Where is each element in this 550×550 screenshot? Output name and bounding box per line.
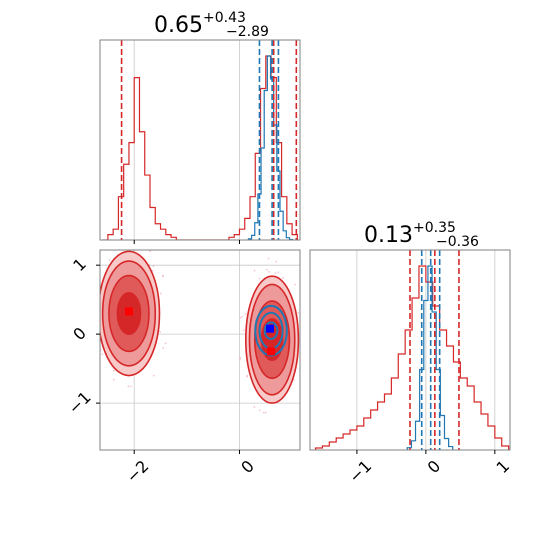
- scatter-point: [96, 288, 98, 290]
- scatter-point: [258, 409, 261, 412]
- scatter-point: [301, 302, 303, 304]
- scatter-point: [264, 411, 267, 414]
- y-tick-label: 1: [69, 254, 90, 275]
- scatter-point: [262, 411, 265, 414]
- scatter-point: [239, 317, 242, 319]
- scatter-point: [152, 374, 155, 377]
- marker-square: [124, 307, 133, 316]
- panel-bottom-left: −2 0 −1 0 1: [65, 242, 305, 487]
- x-tick-label: −2: [122, 456, 152, 486]
- scatter-point: [130, 385, 132, 388]
- y-tick-label: 0: [69, 323, 90, 344]
- panel-top-left: 0.65+0.43 −2.89: [99, 10, 301, 244]
- scatter-point: [112, 378, 115, 381]
- scatter-point: [93, 308, 95, 310]
- scatter-point: [108, 259, 111, 261]
- scatter-point: [297, 312, 300, 314]
- panel-bottom-right: −1 0 1 0.13+0.35 −0.36: [309, 220, 513, 487]
- scatter-point: [127, 385, 130, 388]
- scatter-point: [96, 338, 98, 340]
- ticks-top-left: [133, 240, 240, 244]
- histogram-series-1: [406, 265, 454, 450]
- scatter-point: [112, 369, 115, 372]
- scatter-point: [239, 356, 242, 359]
- title-top-left: 0.65+0.43: [154, 10, 246, 38]
- quantile-lines-top-left: [120, 40, 298, 240]
- frame-bottom-right: [309, 249, 511, 451]
- scatter-point: [258, 277, 261, 280]
- marker-square: [266, 324, 274, 333]
- scatter-point: [253, 406, 256, 408]
- x-tick-label: −1: [345, 456, 375, 486]
- scatter-point: [147, 242, 149, 244]
- scatter-point: [96, 292, 98, 294]
- scatter-point: [303, 335, 305, 337]
- histogram-series-1: [247, 55, 294, 240]
- scatter-point: [244, 313, 247, 316]
- scatter-point: [267, 257, 270, 260]
- scatter-point: [277, 271, 280, 274]
- scatter-point: [97, 301, 99, 303]
- histograms-top-left: [102, 55, 298, 240]
- title-top-left-upper: +0.43: [203, 10, 246, 26]
- scatter-point: [96, 286, 98, 288]
- scatter-point: [162, 274, 164, 277]
- markers: [124, 307, 276, 356]
- title-top-left-lower: −2.89: [226, 24, 269, 40]
- scatter-point: [159, 292, 162, 295]
- scatter-point: [265, 268, 268, 271]
- frame-bottom-left: [99, 249, 301, 451]
- scatter-point: [162, 346, 165, 349]
- scatter-point: [98, 278, 100, 280]
- scatter-point: [164, 342, 167, 345]
- frame-top-left: [99, 39, 301, 241]
- scatter-point: [93, 284, 95, 286]
- title-bottom-right-value: 0.13: [364, 223, 413, 248]
- scatter-point: [152, 265, 155, 268]
- quantile-lines-bottom-right: [409, 250, 460, 450]
- scatter-point: [275, 260, 278, 263]
- scatter-point: [294, 283, 296, 286]
- scatter-point: [242, 329, 245, 331]
- grid-bottom-right: [356, 250, 496, 450]
- scatter-point: [282, 277, 284, 279]
- x-tick-label: 0: [237, 456, 258, 477]
- scatter-point: [253, 269, 256, 272]
- x-tick-label: 1: [493, 456, 514, 477]
- scatter-point: [301, 325, 303, 327]
- scatter-point: [268, 270, 270, 273]
- scatter-point: [274, 272, 277, 275]
- scatter-point: [246, 375, 249, 378]
- contours: [100, 250, 300, 404]
- scatter-point: [159, 330, 162, 333]
- x-tick-label: 0: [424, 456, 445, 477]
- scatter-point: [101, 353, 104, 356]
- scatter-point: [97, 332, 99, 334]
- title-bottom-right: 0.13+0.35: [364, 220, 456, 248]
- histogram-series-0: [314, 265, 510, 450]
- contour-level: [263, 321, 279, 340]
- y-tick-label: −1: [65, 388, 95, 418]
- scatter-point: [238, 358, 241, 361]
- scatter-point: [97, 312, 99, 314]
- title-top-left-value: 0.65: [154, 13, 203, 38]
- scatter-point: [240, 315, 243, 318]
- title-bottom-right-upper: +0.35: [413, 220, 456, 236]
- scatter-point: [149, 250, 152, 253]
- marker-square: [267, 347, 276, 356]
- contour-level: [254, 304, 288, 357]
- ticks-bottom-right: −1 0 1: [345, 450, 513, 487]
- title-bottom-right-lower: −0.36: [436, 234, 479, 250]
- histograms-bottom-right: [314, 265, 510, 450]
